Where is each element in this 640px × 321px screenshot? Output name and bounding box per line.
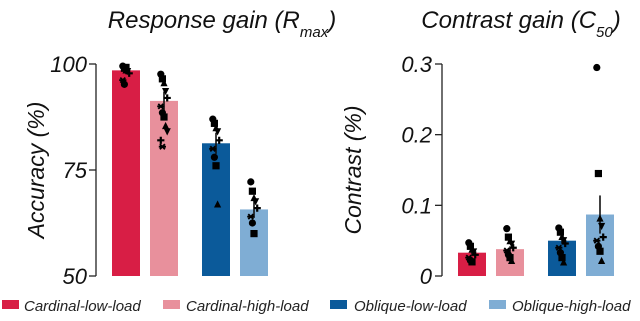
data-point: [160, 79, 168, 87]
data-point: [157, 103, 165, 110]
data-point: [598, 256, 606, 265]
data-point: [599, 233, 607, 241]
data-point: [248, 187, 256, 195]
legend-swatch: [330, 300, 347, 309]
data-point: [247, 178, 255, 186]
y-tick-label: 0: [420, 264, 433, 289]
chart-title-end: ): [325, 7, 336, 34]
data-point: [158, 143, 166, 150]
data-point: [210, 153, 218, 161]
bar-oblique-high-load: [240, 209, 268, 276]
legend-item-1: Cardinal-low-load: [2, 298, 141, 315]
data-point: [210, 119, 218, 127]
data-point: [593, 63, 601, 72]
data-point: [247, 213, 255, 220]
legend-item-4: Oblique-high-load: [489, 298, 631, 315]
bar-cardinal-high-load: [150, 100, 178, 276]
chart-title-main: Contrast gain (C: [421, 7, 596, 34]
data-point: [214, 200, 222, 208]
chart-title: Contrast gain (C50): [421, 7, 620, 41]
y-axis-label: Contrast (%): [340, 105, 366, 234]
data-point: [560, 258, 568, 266]
data-point: [209, 145, 217, 152]
legend: Cardinal-low-load Cardinal-high-load Obliq…: [2, 298, 631, 315]
panel-2: Contrast gain (C50) Contrast (%) 0 0.1 0.2 0.…: [340, 7, 621, 289]
data-point: [470, 248, 478, 256]
data-point: [561, 239, 569, 248]
legend-swatch: [2, 300, 19, 309]
y-tick-label: 0.3: [401, 52, 432, 77]
legend-item-2: Cardinal-high-load: [163, 298, 309, 315]
legend-item-3: Oblique-low-load: [330, 298, 467, 315]
data-point: [120, 80, 128, 88]
y-tick-label: 75: [63, 158, 88, 183]
chart-title-subscript: max: [300, 24, 329, 41]
data-point: [466, 242, 474, 250]
legend-swatch: [489, 300, 506, 309]
data-point: [506, 254, 514, 262]
data-point: [596, 247, 604, 255]
y-tick-label: 0.2: [401, 123, 432, 148]
panel-1: Response gain (Rmax) Accuracy (%) 50 75 100: [23, 7, 336, 289]
data-point: [163, 128, 171, 136]
data-point: [509, 244, 517, 252]
data-point: [157, 136, 165, 144]
data-point: [215, 136, 223, 144]
data-point: [158, 75, 166, 83]
data-point: [163, 94, 171, 102]
data-point: [558, 254, 566, 262]
legend-label: Cardinal-high-load: [186, 298, 309, 315]
data-point: [248, 219, 256, 227]
data-point: [122, 63, 130, 71]
data-point: [212, 162, 220, 170]
data-point: [471, 251, 479, 259]
y-tick-label: 0.1: [401, 193, 432, 218]
y-axis-label: Accuracy (%): [23, 102, 49, 241]
chart-title: Response gain (Rmax): [108, 7, 336, 41]
data-point: [160, 113, 168, 121]
y-tick-label: 50: [63, 264, 88, 289]
legend-label: Oblique-high-load: [512, 298, 631, 315]
data-point: [560, 237, 568, 245]
data-point: [593, 237, 601, 244]
data-point: [508, 256, 516, 265]
data-point: [556, 228, 564, 236]
data-point: [598, 222, 606, 231]
bar-cardinal-low-load: [112, 70, 140, 276]
legend-label: Oblique-low-load: [354, 298, 467, 315]
y-tick-label: 100: [50, 52, 87, 77]
data-point: [508, 240, 516, 248]
data-point: [253, 204, 261, 212]
chart-title-end: ): [610, 7, 621, 34]
data-point: [162, 87, 170, 96]
chart-title-main: Response gain (R: [108, 7, 300, 34]
data-point: [214, 128, 222, 136]
data-point: [162, 121, 170, 130]
data-point: [504, 233, 512, 241]
data-point: [594, 169, 602, 178]
chart-title-subscript: 50: [596, 24, 613, 41]
data-point: [468, 258, 476, 266]
data-point: [596, 214, 604, 222]
legend-swatch: [163, 300, 180, 309]
data-point: [250, 230, 258, 238]
legend-label: Cardinal-low-load: [24, 298, 141, 315]
data-point: [252, 198, 260, 206]
data-point: [503, 225, 511, 233]
